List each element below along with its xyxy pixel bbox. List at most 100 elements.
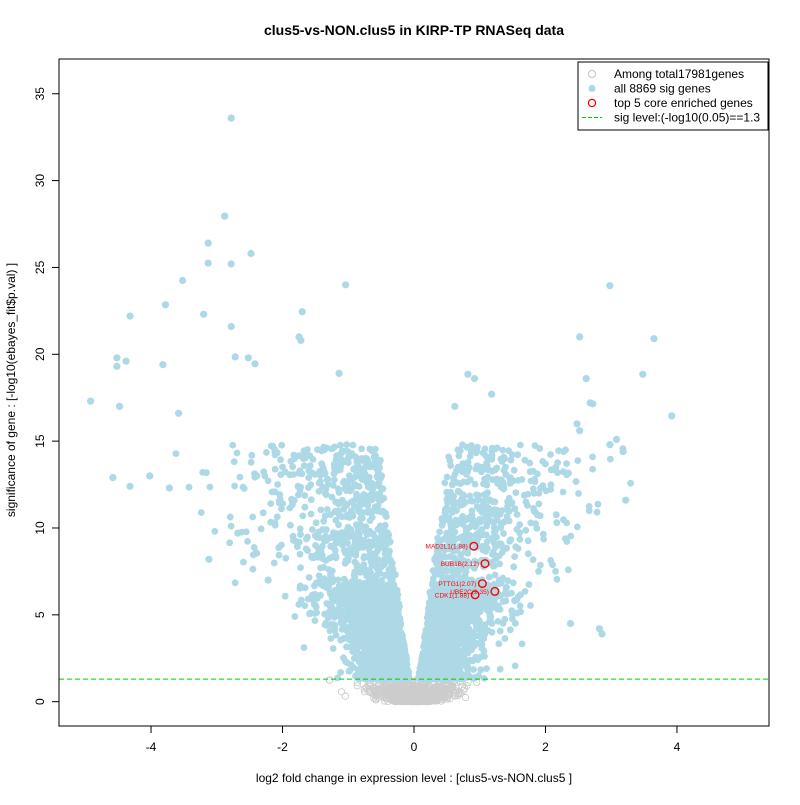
sig-point — [462, 498, 469, 506]
sig-point — [447, 539, 455, 546]
sig-point — [312, 602, 320, 610]
sig-point — [318, 543, 326, 550]
sig-point — [338, 626, 346, 633]
sig-point — [474, 632, 482, 640]
sig-point — [501, 635, 509, 642]
sig-point — [324, 614, 332, 622]
sig-point — [469, 497, 477, 505]
sig-point — [334, 598, 341, 605]
sig-point — [483, 481, 491, 489]
sig-point — [337, 669, 345, 676]
sig-point — [368, 485, 375, 493]
sig-point — [305, 574, 313, 581]
sig-point — [456, 447, 464, 455]
sig-point — [483, 518, 490, 526]
sig-point — [275, 551, 283, 559]
sig-point — [377, 563, 384, 570]
nonsig-point — [408, 681, 417, 689]
sig-point — [351, 568, 359, 576]
sig-point — [350, 543, 358, 551]
sig-point — [356, 535, 364, 543]
sig-point — [332, 516, 340, 524]
sig-point — [498, 549, 506, 556]
sig-point — [278, 441, 286, 449]
sig-point — [331, 547, 339, 554]
sig-point — [320, 563, 328, 571]
sig-point — [338, 449, 345, 457]
sig-point — [451, 555, 458, 562]
sig-point — [474, 443, 481, 451]
sig-point — [343, 659, 351, 666]
sig-point — [511, 505, 519, 513]
sig-point — [510, 563, 518, 571]
sig-point — [522, 498, 530, 506]
sig-point — [513, 525, 521, 533]
sig-point — [476, 515, 484, 523]
nonsig-point — [364, 681, 372, 690]
sig-point — [289, 501, 296, 509]
sig-point — [516, 602, 524, 610]
nonsig-point — [337, 688, 346, 696]
sig-point — [496, 665, 504, 673]
sig-point — [249, 551, 257, 559]
sig-point — [358, 632, 365, 640]
sig-point — [455, 665, 463, 673]
sig-point — [259, 509, 267, 517]
sig-point — [453, 479, 461, 487]
sig-point — [354, 563, 362, 570]
sig-point — [356, 626, 364, 633]
sig-point — [321, 469, 329, 477]
sig-point — [287, 457, 295, 465]
sig-point — [323, 537, 330, 544]
sig-point — [323, 600, 331, 607]
sig-point — [301, 602, 309, 609]
sig-point — [359, 509, 367, 516]
sig-point — [366, 517, 374, 524]
sig-point — [350, 664, 357, 671]
sig-point — [474, 534, 482, 542]
sig-point — [589, 453, 596, 461]
sig-point — [491, 562, 498, 570]
sig-point — [514, 451, 522, 459]
sig-point — [344, 448, 352, 456]
sig-point — [206, 483, 214, 491]
sig-point — [319, 526, 327, 533]
sig-point — [485, 573, 493, 581]
sig-point — [431, 556, 439, 564]
sig-point — [365, 458, 372, 466]
sig-point — [344, 458, 352, 466]
sig-point — [540, 535, 547, 543]
sig-point — [537, 561, 544, 569]
sig-point — [535, 490, 543, 497]
sig-point — [305, 467, 313, 475]
sig-point — [460, 493, 467, 500]
sig-point — [257, 525, 265, 533]
sig-point — [271, 465, 279, 473]
sig-point — [345, 534, 352, 541]
sig-point — [497, 524, 505, 531]
sig-point — [328, 493, 336, 501]
sig-point — [383, 513, 390, 520]
sig-point — [526, 459, 534, 467]
sig-point — [524, 490, 532, 498]
sig-point — [347, 622, 354, 630]
sig-point — [553, 519, 561, 527]
sig-point — [458, 564, 466, 571]
sig-point — [562, 535, 569, 543]
nonsig-point — [405, 688, 414, 696]
sig-point — [464, 458, 472, 466]
sig-point — [328, 567, 336, 575]
sig-point — [368, 539, 376, 546]
sig-point — [563, 460, 570, 467]
sig-point — [357, 515, 364, 522]
sig-point — [567, 532, 575, 540]
sig-point — [322, 619, 330, 627]
sig-point — [547, 466, 555, 474]
sig-point — [231, 579, 239, 587]
sig-point — [334, 576, 342, 584]
sig-point — [438, 576, 446, 584]
sig-point — [442, 514, 450, 522]
sig-point — [329, 553, 337, 560]
sig-point — [349, 441, 357, 449]
sig-point — [211, 528, 219, 535]
